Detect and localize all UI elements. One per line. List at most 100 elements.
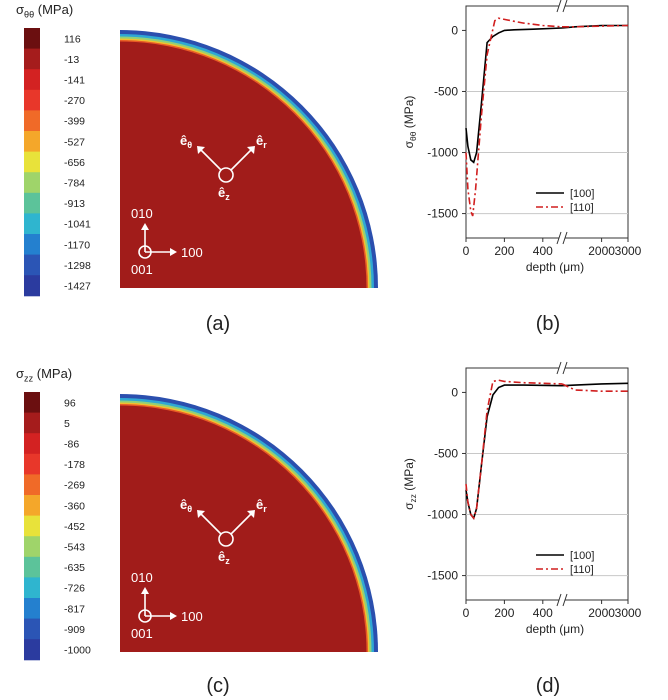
basis-origin-icon (218, 531, 234, 547)
colorbar-tick-label: -656 (64, 157, 85, 169)
basis-origin-icon (218, 167, 234, 183)
colorbar-title: σθθ (MPa) (16, 2, 73, 19)
arrowhead-icon (170, 612, 177, 620)
arrowhead-icon (197, 510, 205, 518)
panel-caption: (d) (536, 675, 560, 697)
colorbar-tick-label: -635 (64, 562, 85, 574)
x-tick-label: 3000 (615, 244, 642, 258)
colorbar-segment (24, 577, 40, 599)
legend-label: [100] (570, 550, 594, 562)
line-chart-d: 0 -500 -1000 -1500 0 200 400 2000 3000 [100] [110]… (402, 361, 642, 636)
colorbar-segment (24, 28, 40, 50)
axis-break-gap (559, 362, 565, 374)
colorbar-segment (24, 392, 40, 414)
r-arrow (230, 148, 253, 171)
colorbar-tick-label: -1041 (64, 219, 91, 231)
axis-break-icon (562, 231, 568, 245)
series-line-110 (465, 379, 563, 520)
theta-arrow (199, 512, 222, 535)
series-line-100 (561, 382, 629, 387)
theta-basis-label: êθ (180, 497, 192, 514)
colorbar-tick-label: -13 (64, 54, 79, 66)
x-axis-label: depth (μm) (526, 622, 584, 636)
colorbar-segment (24, 495, 40, 517)
x-tick-label: 2000 (588, 606, 615, 620)
arrowhead-icon (141, 587, 149, 594)
svg-text:σzz (MPa): σzz (MPa) (402, 458, 418, 510)
series-line-100 (465, 27, 563, 164)
colorbar-segment (24, 433, 40, 455)
axis-010-label: 010 (131, 570, 153, 585)
theta-arrow (199, 148, 222, 171)
colorbar-tick-label: -178 (64, 459, 85, 471)
line-chart-b: 0 -500 -1000 -1500 0 200 400 2000 3000 [100] [110]… (402, 0, 642, 274)
r-basis-label: êr (256, 497, 267, 514)
colorbar-tick-label: -141 (64, 75, 85, 87)
colorbar-tick-label: -726 (64, 583, 85, 595)
colorbar-tick-label: 116 (64, 33, 81, 45)
y-tick-label: 0 (451, 385, 458, 399)
colorbar-a: σθθ (MPa) 116 -13 -141 -270 -399 -527 -656 -784 -… (16, 2, 91, 297)
legend-label: [110] (570, 564, 594, 576)
colorbar-tick-label: -909 (64, 624, 85, 636)
y-tick-label: -500 (434, 446, 458, 460)
axis-break-gap (559, 594, 565, 606)
y-tick-label: -1500 (427, 569, 458, 583)
colorbar-segment (24, 556, 40, 578)
svg-text:σzz (MPa): σzz (MPa) (16, 366, 72, 383)
colorbar-segment (24, 89, 40, 111)
axis-100-label: 100 (181, 609, 203, 624)
colorbar-segment (24, 213, 40, 235)
axis-break-icon (556, 593, 562, 607)
colorbar-tick-label: -399 (64, 116, 85, 128)
colorbar-segment (24, 48, 40, 70)
colorbar-segment (24, 515, 40, 537)
colorbar-tick-label: -452 (64, 521, 85, 533)
axis-break-icon (562, 361, 568, 375)
colorbar-segment (24, 536, 40, 558)
colorbar-tick-label: -1427 (64, 281, 91, 293)
axis-break-icon (556, 361, 562, 375)
axis-break-icon (562, 593, 568, 607)
x-tick-label: 400 (533, 606, 553, 620)
colorbar-tick-label: -817 (64, 603, 85, 615)
x-tick-label: 200 (494, 606, 514, 620)
colorbar-segment (24, 412, 40, 434)
axis-break-icon (556, 231, 562, 245)
series-line-110 (562, 24, 629, 28)
series-line-100 (465, 384, 563, 520)
arrowhead-icon (170, 248, 177, 256)
r-basis-label: êr (256, 133, 267, 150)
colorbar-tick-label: -543 (64, 542, 85, 554)
stress-field (120, 405, 367, 652)
y-axis-label: σzz (MPa) (402, 458, 418, 510)
z-basis-label: êz (218, 185, 230, 202)
axis-break-icon (562, 0, 568, 13)
axis-break-gap (559, 0, 565, 12)
axis-break-icon (556, 0, 562, 13)
colorbar-segment (24, 598, 40, 620)
colorbar-segment (24, 254, 40, 276)
panel-caption: (b) (536, 313, 560, 335)
arrowhead-icon (247, 146, 255, 154)
colorbar-segment (24, 151, 40, 173)
colorbar-tick-label: -270 (64, 95, 85, 107)
colorbar-segment (24, 172, 40, 194)
colorbar-tick-label: -269 (64, 480, 85, 492)
contour-plot-a: êθ êr êz 010 100 001 (120, 30, 378, 288)
plot-frame (465, 5, 629, 239)
x-tick-label: 0 (463, 606, 470, 620)
r-arrow (230, 512, 253, 535)
plot-frame (465, 367, 629, 601)
colorbar-tick-label: -1000 (64, 645, 91, 657)
theta-basis-label: êθ (180, 133, 192, 150)
panel-caption: (a) (206, 313, 230, 335)
axis-100-label: 100 (181, 245, 203, 260)
colorbar-tick-label: -527 (64, 136, 85, 148)
axis-break-gap (559, 232, 565, 244)
colorbar-segment (24, 639, 40, 661)
colorbar-segment (24, 110, 40, 132)
colorbar-tick-label: 5 (64, 418, 70, 430)
colorbar-tick-label: 96 (64, 397, 76, 409)
